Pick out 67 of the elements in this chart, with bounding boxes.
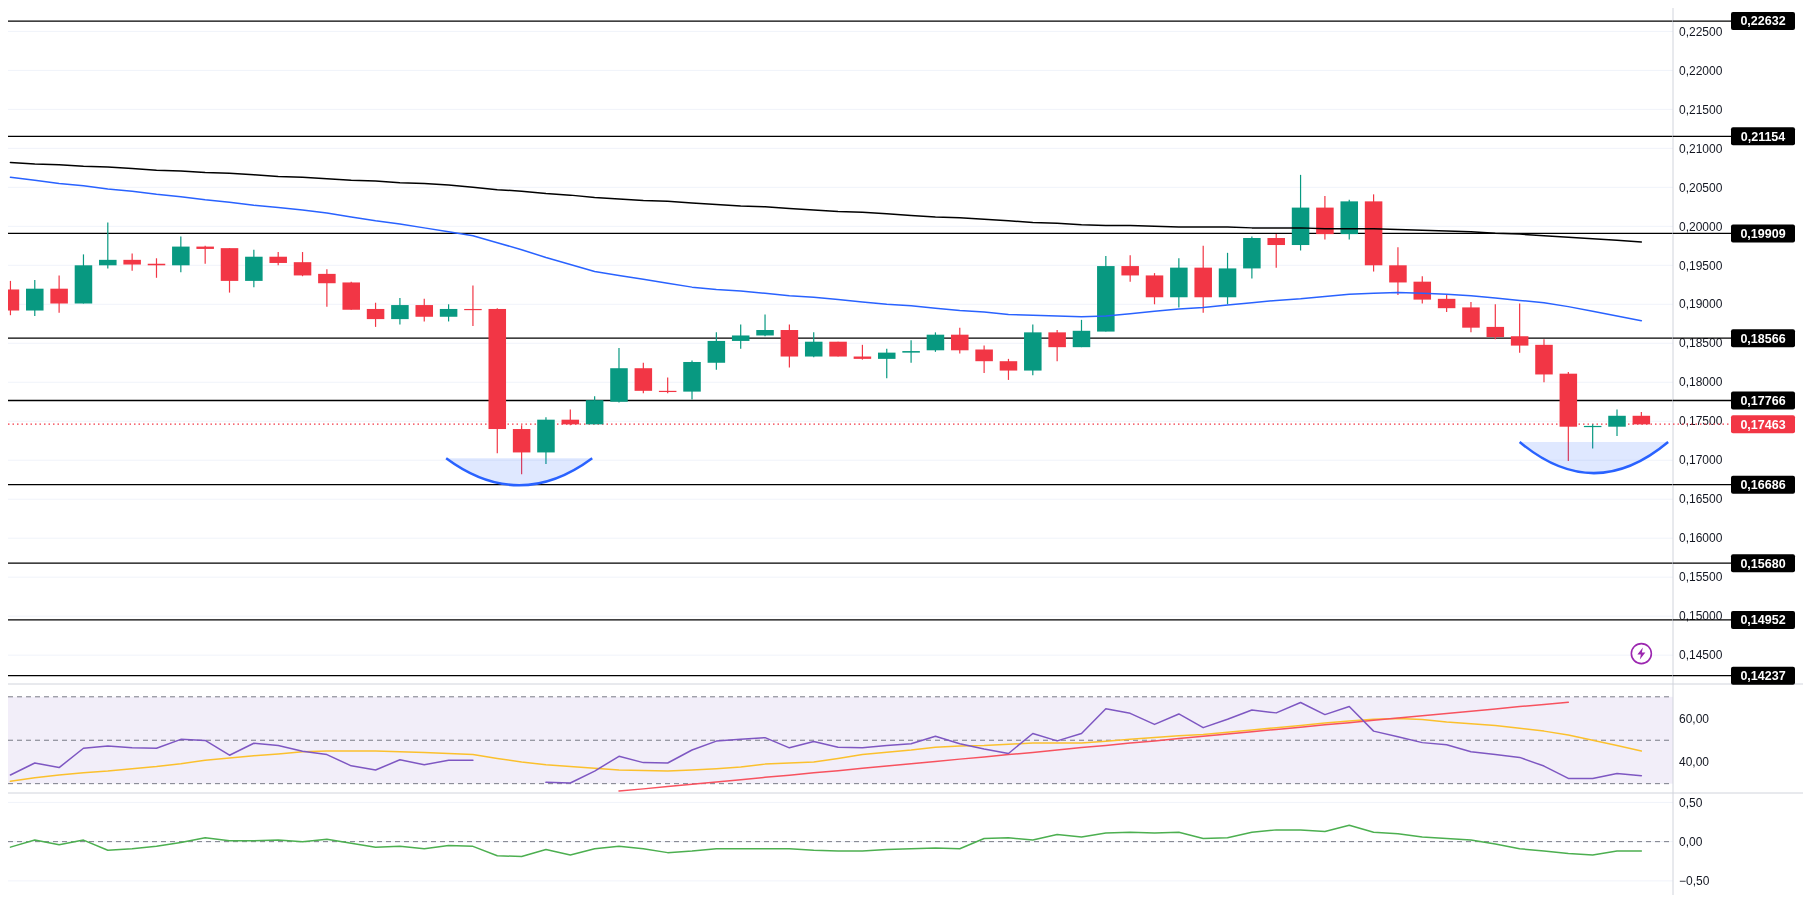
line-series [618, 701, 1570, 792]
line-series [9, 824, 1643, 858]
candlestick [707, 331, 726, 371]
ref-line-label: 0,17766 [1740, 393, 1786, 408]
candlestick [926, 331, 945, 353]
candlestick [1267, 233, 1285, 269]
candlestick [1510, 302, 1529, 354]
ref-line-label: 0,22632 [1740, 14, 1786, 29]
y-tick-label: 0,16000 [1679, 531, 1723, 546]
candlestick [731, 323, 750, 350]
ref-line-label: 0,15680 [1740, 556, 1786, 571]
candlestick [1121, 254, 1139, 283]
y-tick-label: 0,16500 [1679, 492, 1723, 507]
candlestick [415, 298, 434, 323]
candlestick [1462, 301, 1480, 333]
ref-line-label: 0,16686 [1740, 478, 1786, 493]
y-tick-label: 0,18000 [1679, 375, 1723, 390]
y-tick-label: 0,19000 [1679, 297, 1723, 312]
candlestick [999, 358, 1018, 381]
candlestick [1145, 272, 1164, 305]
candlestick [366, 302, 385, 328]
y-tick-label: 0,17500 [1679, 414, 1723, 429]
ref-line-label: 0,17463 [1740, 417, 1786, 432]
y-tick-label: 0,50 [1679, 795, 1703, 810]
candlestick [1072, 319, 1091, 348]
ref-line-label: 0,21154 [1740, 129, 1786, 144]
candlestick [756, 313, 774, 337]
ref-line-label: 0,19909 [1740, 226, 1786, 241]
y-tick-label: 0,21000 [1679, 141, 1723, 156]
ref-line-label: 0,14952 [1740, 613, 1786, 628]
candlestick [902, 339, 920, 364]
candlestick [172, 235, 190, 273]
y-tick-label: 0,17000 [1679, 453, 1723, 468]
y-tick-label: 0,00 [1679, 834, 1703, 849]
line-series [9, 717, 1643, 783]
y-tick-label: −0,50 [1679, 874, 1710, 889]
candlestick [1486, 303, 1505, 340]
candlestick [1389, 246, 1407, 296]
candlestick [123, 253, 141, 272]
candlestick [26, 279, 44, 317]
ref-line-label: 0,18566 [1740, 331, 1786, 346]
candlestick [293, 251, 312, 277]
y-tick-label: 0,21500 [1679, 102, 1723, 117]
y-tick-label: 0,22500 [1679, 24, 1723, 39]
y-tick-label: 0,20000 [1679, 219, 1723, 234]
candlestick [318, 268, 336, 308]
candlestick [1413, 275, 1432, 305]
candlestick [1608, 408, 1626, 437]
candlestick [951, 327, 969, 355]
y-tick-label: 0,15500 [1679, 570, 1723, 585]
candlestick [634, 362, 653, 394]
y-tick-label: 60,00 [1679, 711, 1710, 726]
y-tick-label: 0,22000 [1679, 63, 1723, 78]
ref-line-label: 0,14237 [1740, 669, 1786, 684]
candlestick [975, 345, 993, 374]
candlestick [804, 331, 823, 358]
y-tick-label: 0,18500 [1679, 336, 1723, 351]
candlestick [1048, 329, 1066, 362]
candlestick [99, 221, 117, 270]
y-tick-label: 40,00 [1679, 755, 1710, 770]
candlestick [877, 348, 896, 379]
candlestick [50, 274, 68, 314]
line-series [9, 176, 1643, 322]
y-tick-label: 0,14500 [1679, 648, 1723, 663]
y-tick-label: 0,20500 [1679, 180, 1723, 195]
candlestick [391, 297, 409, 326]
y-tick-label: 0,19500 [1679, 258, 1723, 273]
